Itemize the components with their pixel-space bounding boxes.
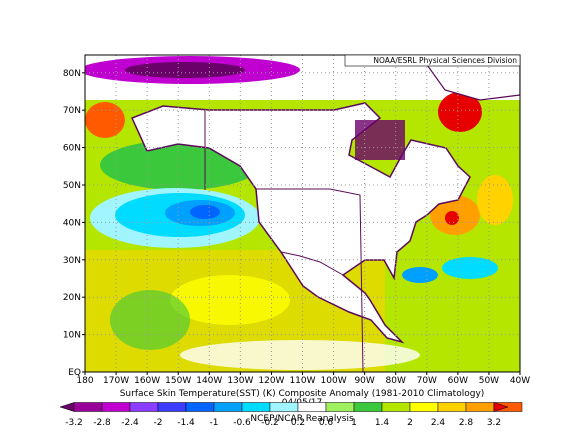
colorbar-label: 2 [407, 418, 413, 428]
lon-label: 180 [76, 376, 93, 386]
lon-label: 110W [289, 376, 315, 386]
colorbar-label: -1 [210, 418, 219, 428]
lat-label: 10N [63, 331, 81, 341]
map-field [85, 55, 520, 372]
colorbar-swatch [437, 402, 467, 412]
colorbar-swatch [241, 402, 271, 412]
colorbar-label: 3.2 [487, 418, 501, 428]
colorbar-label: -3.2 [65, 418, 83, 428]
credit: NCEP/NCAR Reanalysis [250, 414, 354, 424]
colorbar-swatch [353, 402, 383, 412]
lat-label: EQ [68, 368, 81, 378]
colorbar-swatch [381, 402, 411, 412]
colorbar-label: -0.2 [261, 418, 279, 428]
lon-label: 40W [510, 376, 530, 386]
source: NOAA/ESRL Physical Sciences Division [373, 56, 517, 65]
colorbar-swatch [101, 402, 131, 412]
lon-label: 130W [227, 376, 253, 386]
lon-label: 160W [134, 376, 160, 386]
lat-label: 80N [63, 69, 81, 79]
map-title: Surface Skin Temperature(SST) (K) Compos… [120, 389, 485, 399]
graticule [85, 55, 520, 372]
colorbar-label: -2.8 [93, 418, 111, 428]
colorbar-label: -2.4 [121, 418, 139, 428]
colorbar: -3.2 -2.8 -2.4 -2 -1.4 -1 -0.6 -0.2 0.2 0.6 1 1.4 2 2… [59, 402, 523, 428]
source-box [344, 54, 521, 67]
colorbar-label: 2.8 [459, 418, 474, 428]
lat-label: 50N [63, 181, 81, 191]
lat-label: 40N [63, 218, 81, 228]
lat-label: 30N [63, 256, 81, 266]
colorbar-label: 2.4 [431, 418, 446, 428]
lat-label: 70N [63, 106, 81, 116]
lon-label: 150W [165, 376, 191, 386]
colorbar-label: -0.6 [233, 418, 251, 428]
lon-label: 100W [321, 376, 347, 386]
colorbar-swatch [213, 402, 243, 412]
colorbar-swatch [269, 402, 299, 412]
lon-label: 50W [479, 376, 499, 386]
colorbar-swatch [129, 402, 159, 412]
colorbar-swatch [157, 402, 187, 412]
colorbar-label: -2 [154, 418, 163, 428]
lon-label: 60W [448, 376, 468, 386]
colorbar-swatch [73, 402, 103, 412]
lon-label: 90W [354, 376, 374, 386]
colorbar-label: -1.4 [177, 418, 195, 428]
lat-label: 60N [63, 144, 81, 154]
colorbar-label: 1 [351, 418, 357, 428]
lon-label: 70W [417, 376, 437, 386]
colorbar-label: 0.6 [319, 418, 334, 428]
colorbar-swatch [325, 402, 355, 412]
lon-label: 120W [258, 376, 284, 386]
colorbar-swatch [185, 402, 215, 412]
colorbar-swatch [297, 402, 327, 412]
lon-label: 170W [103, 376, 129, 386]
colorbar-swatch [409, 402, 439, 412]
lat-label: 20N [63, 293, 81, 303]
colorbar-swatch [465, 402, 495, 412]
colorbar-label: 0.2 [291, 418, 305, 428]
colorbar-label: 1.4 [375, 418, 390, 428]
colorbar-arrow [59, 402, 75, 412]
lon-label: 80W [386, 376, 406, 386]
lon-label: 140W [196, 376, 222, 386]
colorbar-arrow [493, 402, 509, 412]
